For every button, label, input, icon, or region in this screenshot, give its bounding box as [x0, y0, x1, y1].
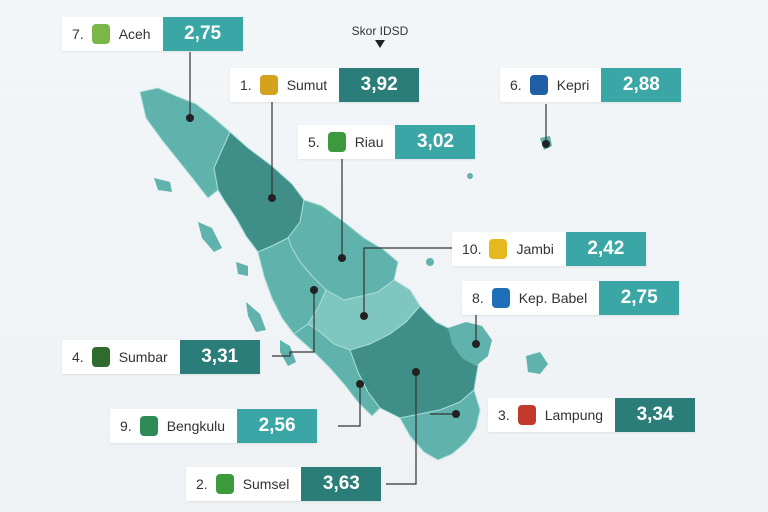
score: 3,34: [615, 398, 696, 432]
label-aceh[interactable]: 7. Aceh 2,75: [62, 17, 243, 51]
down-arrow-icon: [375, 40, 385, 48]
region-lampung[interactable]: [399, 389, 481, 461]
legend-skor-idsd: Skor IDSD: [340, 24, 420, 48]
rank: 6.: [510, 77, 522, 93]
region-markers: [186, 114, 550, 418]
label-jambi[interactable]: 10. Jambi 2,42: [452, 232, 646, 266]
rank: 5.: [308, 134, 320, 150]
rank: 2.: [196, 476, 208, 492]
rank: 7.: [72, 26, 84, 42]
region-name: Sumsel: [242, 476, 290, 492]
label-babel[interactable]: 8. Kep. Babel 2,75: [462, 281, 680, 315]
label-sumut[interactable]: 1. Sumut 3,92: [230, 68, 420, 102]
label-bengkulu[interactable]: 9. Bengkulu 2,56: [110, 409, 318, 443]
score: 3,31: [179, 340, 260, 374]
region-sumsel[interactable]: [349, 305, 479, 419]
babel-emblem-icon: [491, 288, 510, 308]
lampung-emblem-icon: [517, 405, 536, 425]
rank: 10.: [462, 241, 482, 257]
rank: 9.: [120, 418, 132, 434]
score: 2,75: [162, 17, 243, 51]
riau-emblem-icon: [327, 132, 346, 152]
label-sumsel[interactable]: 2. Sumsel 3,63: [186, 467, 382, 501]
score: 2,75: [599, 281, 680, 315]
label-sumbar[interactable]: 4. Sumbar 3,31: [62, 340, 260, 374]
sumsel-emblem-icon: [215, 474, 234, 494]
rank: 3.: [498, 407, 510, 423]
score: 2,56: [237, 409, 318, 443]
legend-label: Skor IDSD: [351, 24, 409, 38]
region-name: Lampung: [544, 407, 604, 423]
label-kepri[interactable]: 6. Kepri 2,88: [500, 68, 682, 102]
region-name: Sumbar: [118, 349, 168, 365]
region-name: Kepri: [556, 77, 590, 93]
region-name: Jambi: [516, 241, 554, 257]
region-name: Aceh: [118, 26, 151, 42]
aceh-emblem-icon: [91, 24, 110, 44]
rank: 4.: [72, 349, 84, 365]
kepri-emblem-icon: [529, 75, 548, 95]
sumbar-emblem-icon: [91, 347, 110, 367]
bengkulu-emblem-icon: [139, 416, 158, 436]
region-babel[interactable]: [448, 322, 492, 366]
region-name: Bengkulu: [166, 418, 226, 434]
score: 3,02: [395, 125, 476, 159]
region-name: Kep. Babel: [518, 290, 588, 306]
score: 3,92: [339, 68, 420, 102]
rank: 8.: [472, 290, 484, 306]
label-riau[interactable]: 5. Riau 3,02: [298, 125, 476, 159]
label-lampung[interactable]: 3. Lampung 3,34: [488, 398, 696, 432]
sumut-emblem-icon: [259, 75, 278, 95]
score: 2,42: [565, 232, 646, 266]
region-name: Riau: [354, 134, 384, 150]
region-name: Sumut: [286, 77, 328, 93]
jambi-emblem-icon: [489, 239, 508, 259]
rank: 1.: [240, 77, 252, 93]
score: 2,88: [601, 68, 682, 102]
score: 3,63: [301, 467, 382, 501]
